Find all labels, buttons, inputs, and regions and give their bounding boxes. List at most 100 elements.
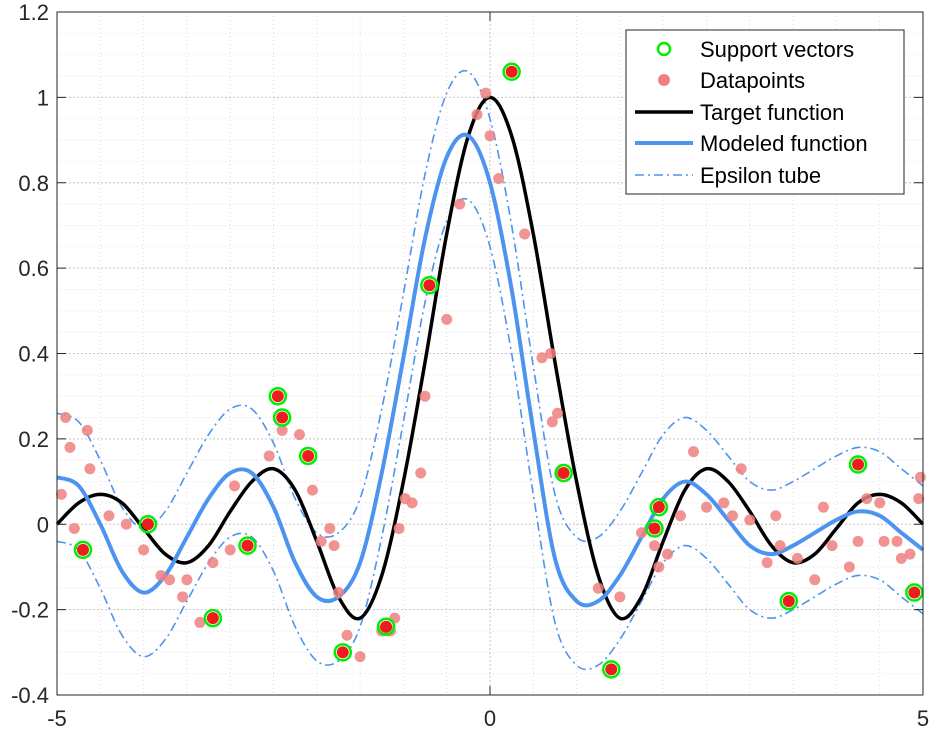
datapoint [328,540,340,552]
support-vector-point [206,612,219,625]
support-vector-point [557,467,570,480]
datapoint [546,416,558,428]
support-vector-point [652,501,665,514]
datapoint [324,523,336,535]
datapoint [480,87,492,99]
support-vector-ring [645,519,664,538]
datapoint [68,523,80,535]
datapoint [552,407,564,419]
y-tick-label: 0.4 [18,342,49,367]
datapoint [471,108,483,120]
support-vector-point [908,586,921,599]
support-vector-ring [333,643,353,662]
legend-label: Support vectors [700,37,854,62]
legend-item: Modeled function [635,131,868,156]
datapoint [493,172,505,184]
legend-item: Target function [635,100,844,125]
datapoint [389,612,401,624]
datapoint [224,544,236,556]
legend-marker [656,41,672,57]
datapoint [138,544,150,556]
legend-item: Datapoints [658,68,805,93]
datapoint [545,348,557,359]
datapoint [774,540,786,552]
epsilon-tube-upper [56,69,924,543]
support-vector-point [276,411,289,424]
support-vector-ring [848,455,868,474]
datapoint [852,535,864,547]
datapoint [120,518,132,530]
support-vector-point [271,390,284,403]
datapoint [103,510,115,522]
datapoint [636,527,648,539]
support-vector-point [380,620,393,633]
support-vector-point [336,646,349,659]
datapoint [904,548,916,560]
x-tick-label: 0 [484,706,496,731]
datapoint [406,497,418,509]
datapoint [415,467,427,479]
datapoint [874,497,886,509]
support-vector-ring [268,386,288,406]
support-vector-ring [376,617,396,636]
datapoint [484,130,496,142]
y-tick-labels: -0.4 -0.2 0 0.2 0.4 0.6 0.8 1 1.2 [11,0,49,708]
legend-item: Epsilon tube [635,163,821,188]
datapoint [649,540,661,552]
datapoint [718,497,730,509]
support-vector-ring [905,583,924,602]
datapoint [735,463,747,475]
support-vector-ring [502,62,521,82]
datapoint [662,548,674,560]
legend-item: Support vectors [656,37,854,62]
datapoint [276,424,288,436]
datapoint [155,569,167,581]
support-vector-point [648,522,661,535]
datapoint [675,510,687,522]
datapoint [419,390,431,402]
support-vector-ring [554,463,573,483]
legend-label: Datapoints [700,68,805,93]
datapoint [914,471,926,483]
target-function-line [55,95,925,621]
legend: Support vectors Datapoints Target function… [625,29,905,195]
datapoint [891,535,903,547]
datapoint [207,557,219,569]
support-vector-point [241,539,254,552]
datapoint [726,510,738,522]
datapoint [181,574,193,586]
datapoint [744,514,756,526]
datapoint [177,591,189,603]
modeled-function-line [56,132,925,608]
support-vector-ring [203,608,223,628]
datapoint [653,561,665,573]
y-tick-label: -0.2 [11,598,49,623]
datapoint [341,629,353,641]
support-vector-point [76,543,89,556]
datapoint [843,561,855,573]
datapoint [64,441,76,453]
datapoint [81,424,93,436]
datapoint [60,412,72,424]
datapoint [817,501,829,513]
support-vector-point [505,65,518,78]
datapoint [263,450,275,462]
datapoint [164,574,176,586]
datapoint [306,484,318,496]
support-vector-ring [601,660,621,679]
datapoint [861,493,873,505]
support-vector-point [423,279,436,292]
datapoint [701,501,712,513]
datapoint [393,523,405,535]
support-vector-ring [298,446,318,466]
support-vector-ring [238,536,257,555]
datapoint [592,582,604,594]
datapoint [315,535,327,547]
y-tick-label: 0.6 [18,256,49,281]
datapoint [194,616,206,628]
x-tick-label: 5 [917,706,929,731]
y-tick-label: -0.4 [11,683,49,708]
legend-marker [658,74,670,86]
support-vector-ring [138,515,158,534]
